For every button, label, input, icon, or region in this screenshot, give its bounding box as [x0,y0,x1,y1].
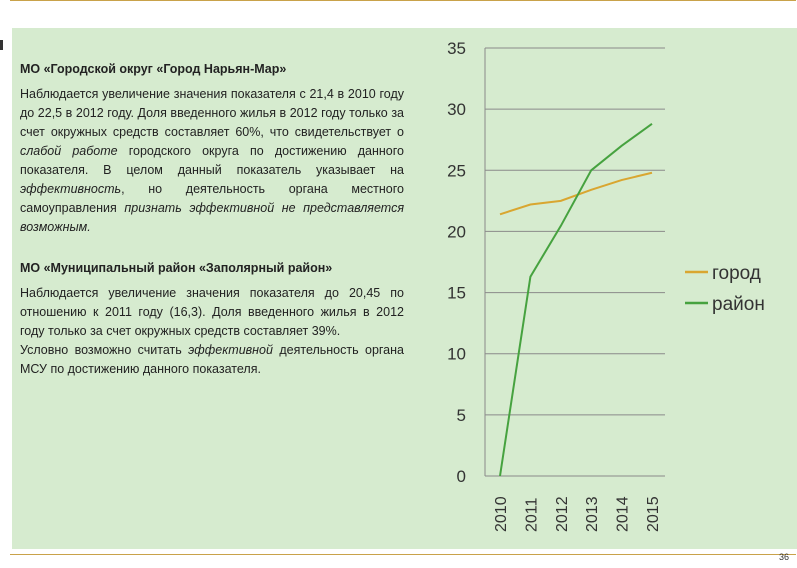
y-tick-label-5: 5 [457,406,466,425]
x-tick-label-2010: 2010 [493,496,510,532]
y-tick-label-0: 0 [457,467,466,486]
section1-text-italic2: эффективность [20,182,122,196]
slide-bottom-border [0,549,797,568]
section2-text-part1: Условно возможно считать [20,343,189,357]
slide-top-border [0,0,797,28]
content-panel [12,28,797,549]
section2-title: МО «Муниципальный район «Заполярный райо… [20,261,333,275]
legend-label-2: район [712,294,765,315]
y-tick-label-35: 35 [447,39,466,58]
section1-title: МО «Городской округ «Город Нарьян-Мар» [20,62,287,76]
left-edge-mark [0,40,3,50]
section1-text-italic1: слабой работе [20,144,118,158]
section1-text-part1: Наблюдается увеличение значения показате… [20,87,404,139]
section2-text-italic: эффективной [188,343,273,357]
text-column: МО «Городской округ «Город Нарьян-Мар» Н… [20,60,404,379]
section2-text-1: Наблюдается увеличение значения показате… [20,286,404,338]
section1-text-part2: городского округа по достижению данного … [20,144,404,177]
y-tick-label-10: 10 [447,345,466,364]
y-tick-label-25: 25 [447,161,466,180]
section2-text-part2: деятельность органа МСУ по достижению да… [20,343,404,376]
x-tick-label-2012: 2012 [554,496,571,532]
series-line-1 [499,171,653,216]
x-tick-label-2015: 2015 [645,496,662,532]
x-tick-label-2014: 2014 [615,496,632,532]
bottom-border-line [10,554,796,555]
y-tick-label-20: 20 [447,222,466,241]
x-tick-label-2013: 2013 [584,496,601,532]
y-tick-label-15: 15 [447,284,466,303]
x-tick-label-2011: 2011 [523,497,540,532]
top-border-line [10,0,796,1]
section1-text-italic3: признать эффективной не представляется в… [20,201,404,234]
legend-label-1: город [712,263,761,284]
y-tick-label-30: 30 [447,100,466,119]
series-line-2 [499,123,653,477]
section1-text: Наблюдается увеличение значения показате… [20,85,404,237]
section1-text-part3: , но деятельность органа местного самоуп… [20,182,404,215]
section2-text-2: Условно возможно считать эффективной дея… [20,341,404,379]
page-number: 36 [778,552,789,562]
